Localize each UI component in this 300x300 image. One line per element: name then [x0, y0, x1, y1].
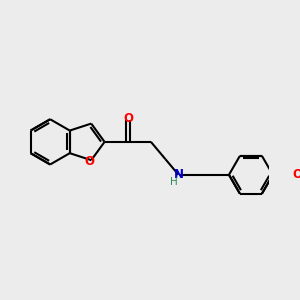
Text: O: O — [292, 168, 300, 181]
Text: O: O — [123, 112, 133, 125]
Text: O: O — [85, 155, 95, 168]
Text: H: H — [170, 177, 178, 187]
Text: N: N — [173, 168, 184, 181]
